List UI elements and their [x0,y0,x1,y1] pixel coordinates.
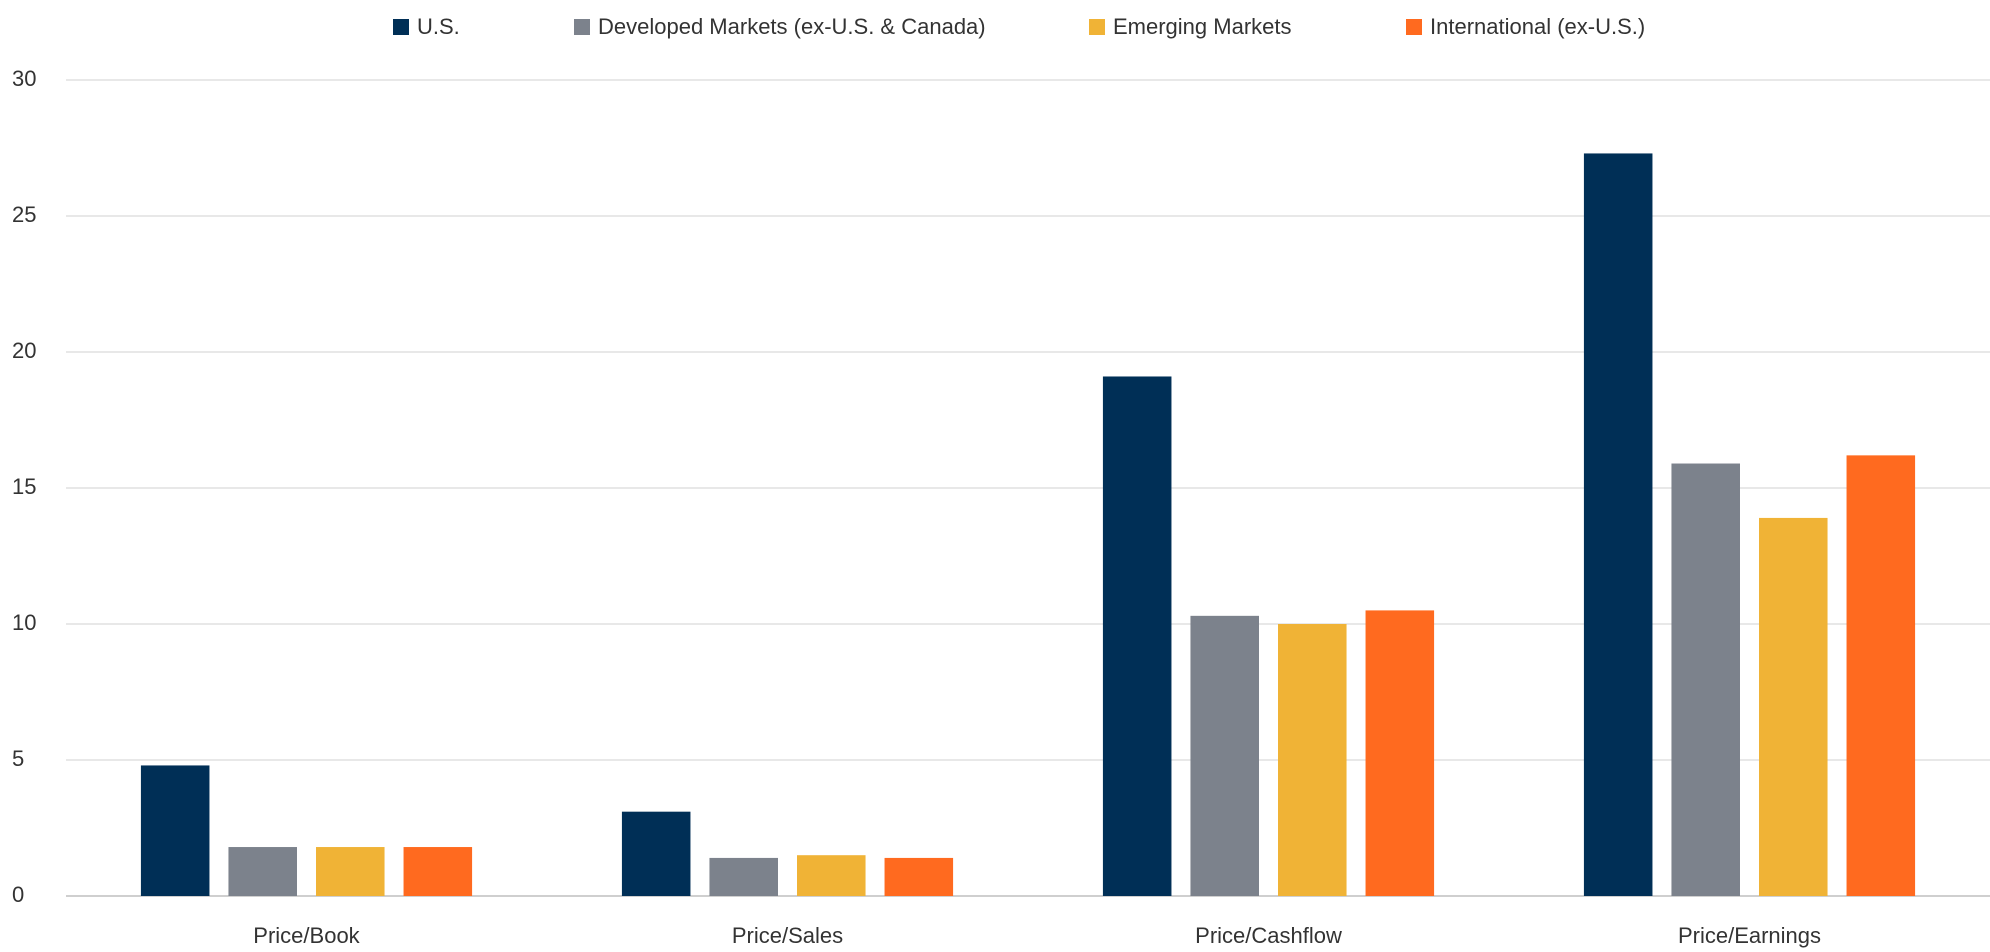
bar [1277,624,1347,896]
bar [884,857,954,896]
x-tick-label: Price/Earnings [1678,923,1821,948]
bar [1102,376,1172,897]
bar [140,765,210,896]
legend-swatch [574,19,590,35]
legend-swatch [393,19,409,35]
bar [1583,153,1653,896]
bar [403,847,473,896]
legend-swatch [1089,19,1105,35]
x-tick-label: Price/Cashflow [1195,923,1342,948]
legend-swatch [1406,19,1422,35]
x-tick-label: Price/Book [253,923,360,948]
bar [796,855,866,896]
bar [315,847,385,896]
x-tick-label: Price/Sales [732,923,843,948]
legend-label: U.S. [417,14,460,39]
y-tick-label: 20 [12,338,36,363]
bar [1846,455,1916,896]
y-tick-label: 0 [12,882,24,907]
legend-label: International (ex-U.S.) [1430,14,1645,39]
bar [1190,615,1260,896]
legend-label: Emerging Markets [1113,14,1292,39]
y-tick-label: 15 [12,474,36,499]
bar [1671,463,1741,896]
bar [621,811,691,896]
y-tick-label: 10 [12,610,36,635]
legend-label: Developed Markets (ex-U.S. & Canada) [598,14,986,39]
bar [228,847,298,896]
y-tick-label: 30 [12,66,36,91]
bar [1365,610,1435,896]
bar [1758,517,1828,896]
y-tick-label: 25 [12,202,36,227]
y-tick-label: 5 [12,746,24,771]
bar [709,857,779,896]
